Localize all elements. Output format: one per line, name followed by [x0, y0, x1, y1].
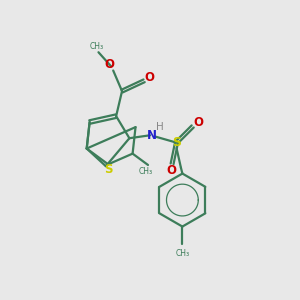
Text: O: O	[193, 116, 203, 129]
Text: N: N	[146, 129, 157, 142]
Text: H: H	[155, 122, 163, 132]
Text: O: O	[167, 164, 176, 177]
Text: O: O	[105, 58, 115, 70]
Text: S: S	[172, 136, 181, 149]
Text: CH₃: CH₃	[175, 249, 190, 258]
Text: S: S	[104, 163, 112, 176]
Text: CH₃: CH₃	[139, 167, 153, 176]
Text: O: O	[144, 71, 154, 84]
Text: CH₃: CH₃	[90, 42, 104, 51]
